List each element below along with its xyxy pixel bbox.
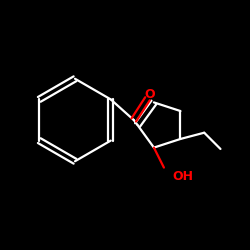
Text: OH: OH [172,170,193,183]
Text: O: O [144,88,155,102]
